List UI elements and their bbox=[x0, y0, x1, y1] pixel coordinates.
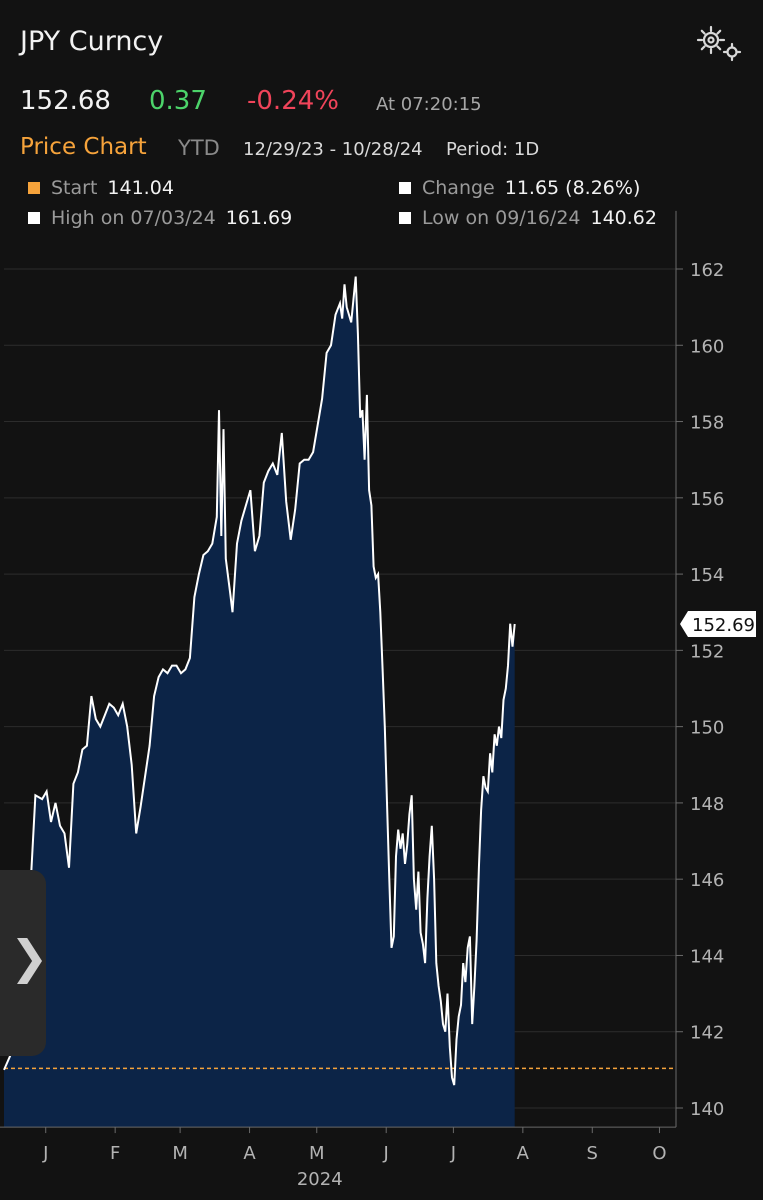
y-tick-label-154: 154 bbox=[690, 565, 724, 586]
period-selector[interactable]: Period: 1D bbox=[446, 139, 540, 160]
y-tick-label-156: 156 bbox=[690, 489, 724, 510]
start-marker-icon bbox=[28, 182, 40, 194]
price-area-fill bbox=[4, 276, 515, 1128]
stat-change-label: Change bbox=[422, 177, 495, 199]
stat-low: Low on 09/16/24 140.62 bbox=[399, 207, 657, 229]
x-tick-label-2: M bbox=[172, 1143, 188, 1164]
x-tick-label-3: A bbox=[243, 1143, 256, 1164]
y-tick-label-150: 150 bbox=[690, 718, 724, 739]
stat-change-value: 11.65 (8.26%) bbox=[504, 177, 641, 199]
stat-start-label: Start bbox=[51, 177, 98, 199]
x-tick-label-6: J bbox=[450, 1143, 456, 1164]
y-tick-label-152: 152 bbox=[690, 641, 724, 662]
percent-change: -0.24% bbox=[247, 86, 339, 116]
y-tick-label-160: 160 bbox=[690, 336, 724, 357]
y-tick-label-146: 146 bbox=[690, 870, 724, 891]
year-label: 2024 bbox=[297, 1169, 343, 1190]
y-tick-label-162: 162 bbox=[690, 260, 724, 281]
y-tick-label-148: 148 bbox=[690, 794, 724, 815]
date-range: 12/29/23 - 10/28/24 bbox=[243, 139, 423, 160]
x-tick-label-8: S bbox=[587, 1143, 598, 1164]
chevron-right-icon: ❯ bbox=[10, 930, 49, 984]
last-price: 152.68 bbox=[20, 86, 111, 116]
y-tick-label-144: 144 bbox=[690, 946, 724, 967]
stat-high: High on 07/03/24 161.69 bbox=[28, 207, 292, 229]
last-price-label-text: 152.69 bbox=[692, 615, 755, 636]
stat-change: Change 11.65 (8.26%) bbox=[399, 177, 640, 199]
stat-high-value: 161.69 bbox=[225, 207, 293, 229]
x-tick-label-5: J bbox=[383, 1143, 389, 1164]
stat-start-value: 141.04 bbox=[107, 177, 174, 199]
y-tick-label-142: 142 bbox=[690, 1023, 724, 1044]
stat-start: Start 141.04 bbox=[28, 177, 174, 199]
page-title: JPY Curncy bbox=[20, 26, 164, 57]
high-marker-icon bbox=[28, 212, 40, 224]
price-line bbox=[3, 276, 516, 1086]
side-panel-toggle[interactable]: ❯ bbox=[0, 870, 49, 1056]
net-change: 0.37 bbox=[149, 86, 207, 116]
y-tick-label-140: 140 bbox=[690, 1099, 724, 1120]
stat-low-label: Low on 09/16/24 bbox=[422, 207, 581, 229]
x-tick-label-1: F bbox=[110, 1143, 120, 1164]
x-tick-label-7: A bbox=[517, 1143, 530, 1164]
x-tick-label-9: O bbox=[652, 1143, 666, 1164]
y-tick-label-158: 158 bbox=[690, 413, 724, 434]
quote-time: At 07:20:15 bbox=[376, 94, 482, 115]
last-price-label: 152.69 bbox=[680, 611, 756, 638]
range-selector[interactable]: YTD bbox=[178, 136, 220, 160]
x-tick-label-0: J bbox=[42, 1143, 48, 1164]
y-axis-ticks: 140 142 144 146 148 150 152 154 156 158 160 162 bbox=[676, 260, 724, 1120]
stat-low-value: 140.62 bbox=[590, 207, 657, 229]
low-marker-icon bbox=[399, 212, 411, 224]
stat-high-label: High on 07/03/24 bbox=[51, 207, 216, 229]
gears-icon[interactable] bbox=[694, 24, 744, 64]
change-marker-icon bbox=[399, 182, 411, 194]
price-chart-title[interactable]: Price Chart bbox=[20, 134, 147, 160]
x-tick-label-4: M bbox=[309, 1143, 325, 1164]
